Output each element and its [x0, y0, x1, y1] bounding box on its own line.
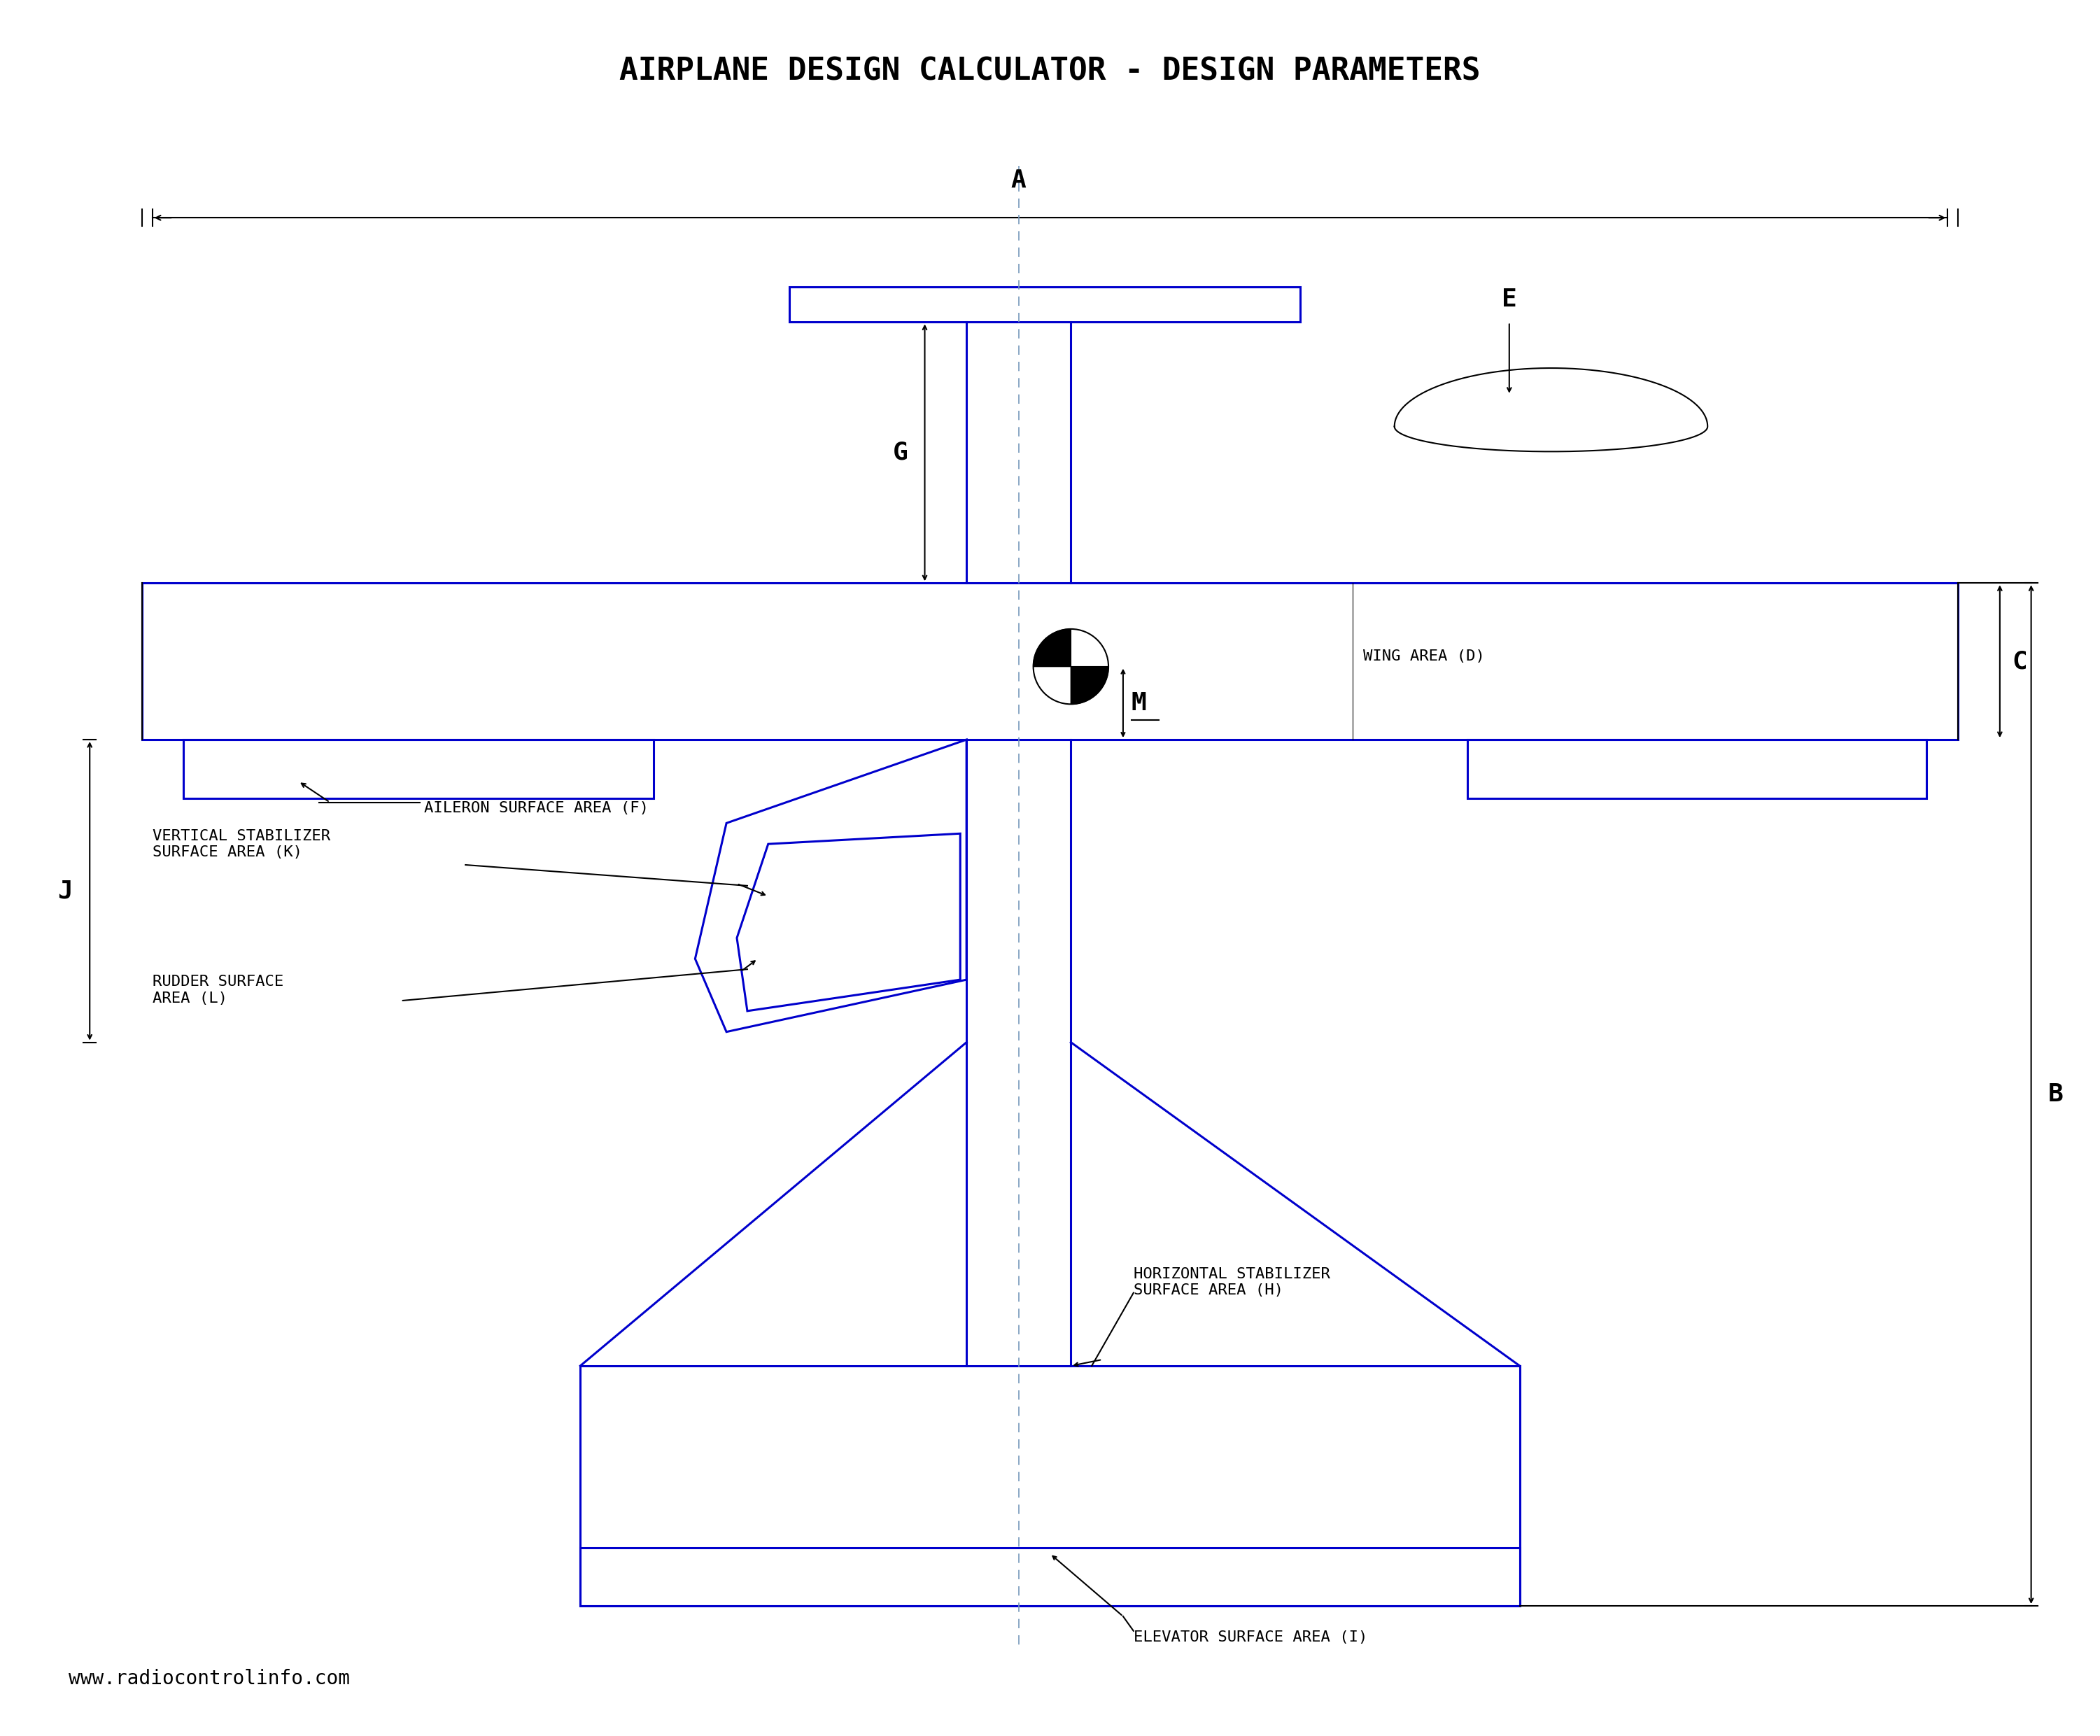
- Polygon shape: [1071, 667, 1109, 705]
- Text: www.radiocontrolinfo.com: www.radiocontrolinfo.com: [69, 1668, 351, 1689]
- Bar: [183, 740, 653, 799]
- Text: G: G: [892, 441, 907, 465]
- Text: ELEVATOR SURFACE AREA (I): ELEVATOR SURFACE AREA (I): [1134, 1630, 1367, 1644]
- Text: J: J: [59, 878, 74, 903]
- Text: RUDDER SURFACE
AREA (L): RUDDER SURFACE AREA (L): [153, 976, 284, 1005]
- Bar: [580, 1366, 1520, 1606]
- Bar: [143, 583, 1957, 740]
- Text: AIRPLANE DESIGN CALCULATOR - DESIGN PARAMETERS: AIRPLANE DESIGN CALCULATOR - DESIGN PARA…: [620, 57, 1480, 87]
- Text: A: A: [1010, 168, 1027, 193]
- Bar: [1468, 740, 1928, 799]
- Text: C: C: [2012, 649, 2029, 674]
- Text: M: M: [1132, 691, 1147, 715]
- Bar: [580, 1547, 1520, 1606]
- Text: AILERON SURFACE AREA (F): AILERON SURFACE AREA (F): [424, 802, 649, 816]
- Text: VERTICAL STABILIZER
SURFACE AREA (K): VERTICAL STABILIZER SURFACE AREA (K): [153, 828, 330, 859]
- Text: E: E: [1501, 288, 1516, 312]
- Bar: [790, 286, 1300, 323]
- Text: B: B: [2048, 1083, 2062, 1106]
- Text: WING AREA (D): WING AREA (D): [1363, 649, 1485, 663]
- Polygon shape: [1033, 628, 1071, 667]
- Text: HORIZONTAL STABILIZER
SURFACE AREA (H): HORIZONTAL STABILIZER SURFACE AREA (H): [1134, 1267, 1329, 1297]
